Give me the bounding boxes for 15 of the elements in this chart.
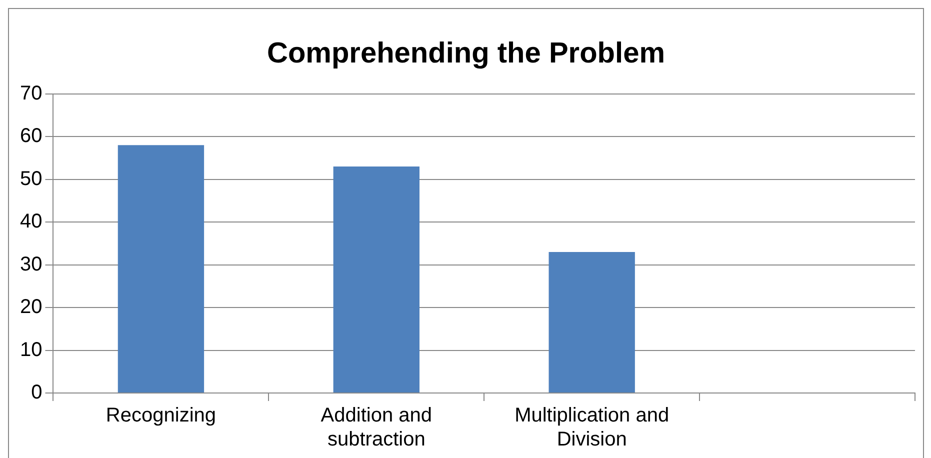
bar xyxy=(548,252,635,392)
y-tick-label: 40 xyxy=(20,210,42,233)
y-tick-label: 10 xyxy=(20,338,42,361)
x-tick-label: Addition and subtraction xyxy=(320,404,432,451)
y-tick-label: 70 xyxy=(20,82,42,104)
bar xyxy=(118,145,204,392)
y-tick-label: 50 xyxy=(20,168,42,190)
y-tick-label: 30 xyxy=(20,253,42,276)
y-tick-label: 20 xyxy=(20,296,42,318)
x-tick-label: Multiplication and Division xyxy=(514,404,670,451)
y-tick-label: 60 xyxy=(20,125,42,148)
chart-title: Comprehending the Problem xyxy=(267,37,665,70)
y-tick-label: 0 xyxy=(31,382,42,404)
bar xyxy=(333,166,420,392)
x-tick-label: Recognizing xyxy=(106,404,216,427)
